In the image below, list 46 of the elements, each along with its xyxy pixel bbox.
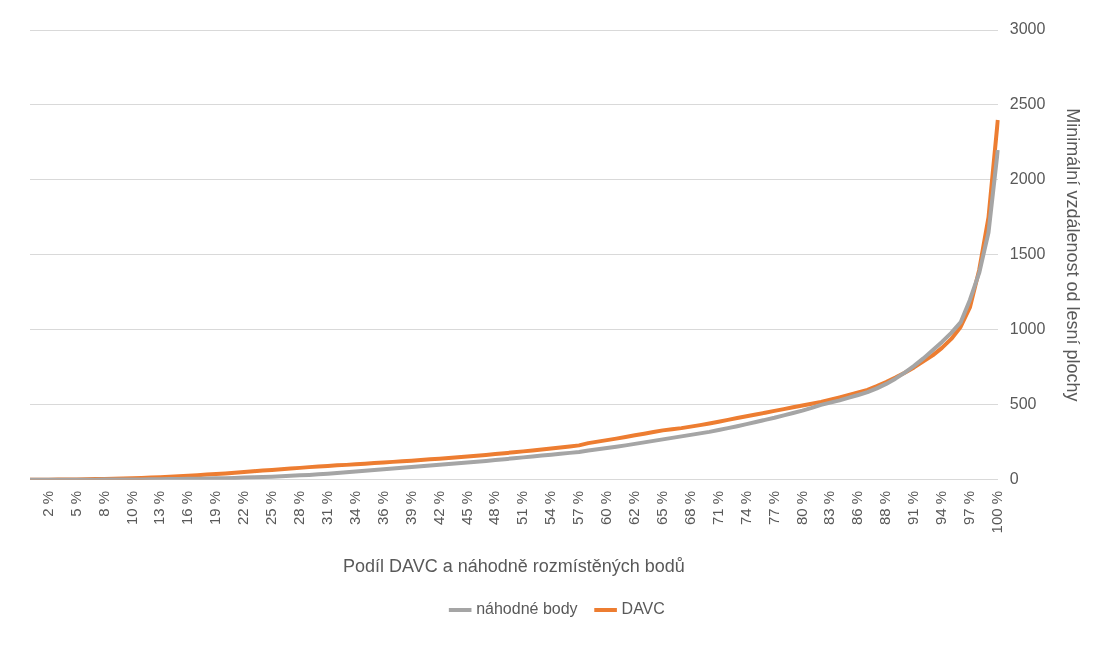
x-tick-label: 22 % bbox=[234, 490, 252, 526]
x-tick-label: 5 % bbox=[66, 490, 84, 517]
x-tick-label: 86 % bbox=[848, 490, 866, 526]
x-tick-label: 80 % bbox=[792, 490, 810, 526]
legend-label: náhodné body bbox=[476, 600, 578, 618]
y-axis-title: Minimální vzdálenost od lesní plochy bbox=[1063, 108, 1084, 402]
x-tick-label: 94 % bbox=[932, 490, 950, 526]
x-tick-label: 100 % bbox=[987, 490, 1005, 534]
x-tick-label: 91 % bbox=[904, 490, 922, 526]
x-tick-label: 97 % bbox=[960, 490, 978, 526]
x-tick-label: 36 % bbox=[373, 490, 391, 526]
y-tick-label: 0 bbox=[1009, 470, 1019, 488]
x-tick-label: 83 % bbox=[820, 490, 838, 526]
x-tick-label: 34 % bbox=[345, 490, 363, 526]
x-tick-label: 54 % bbox=[541, 490, 559, 526]
x-tick-label: 74 % bbox=[736, 490, 754, 526]
x-tick-label: 45 % bbox=[457, 490, 475, 526]
x-tick-label: 77 % bbox=[764, 490, 782, 526]
x-axis-title: Podíl DAVC a náhodně rozmístěných bodů bbox=[342, 556, 685, 577]
x-tick-label: 51 % bbox=[513, 490, 531, 526]
x-tick-label: 8 % bbox=[94, 490, 112, 517]
x-tick-label: 62 % bbox=[625, 490, 643, 526]
x-tick-label: 48 % bbox=[485, 490, 503, 526]
y-tick-label: 2500 bbox=[1009, 95, 1046, 113]
x-tick-label: 65 % bbox=[652, 490, 670, 526]
x-tick-label: 42 % bbox=[429, 490, 447, 526]
y-tick-label: 500 bbox=[1009, 395, 1037, 413]
x-tick-label: 31 % bbox=[317, 490, 335, 526]
x-tick-label: 39 % bbox=[401, 490, 419, 526]
x-tick-label: 10 % bbox=[122, 490, 140, 526]
x-tick-label: 88 % bbox=[876, 490, 894, 526]
y-tick-label: 1000 bbox=[1009, 320, 1046, 338]
x-tick-label: 25 % bbox=[262, 490, 280, 526]
x-tick-label: 71 % bbox=[708, 490, 726, 526]
x-tick-label: 13 % bbox=[150, 490, 168, 526]
x-tick-label: 60 % bbox=[597, 490, 615, 526]
x-tick-label: 19 % bbox=[206, 490, 224, 526]
x-tick-label: 28 % bbox=[290, 490, 308, 526]
y-tick-label: 2000 bbox=[1009, 170, 1046, 188]
x-tick-label: 2 % bbox=[38, 490, 56, 517]
legend-label: DAVC bbox=[621, 600, 665, 618]
x-tick-label: 16 % bbox=[178, 490, 196, 526]
y-tick-label: 1500 bbox=[1009, 245, 1046, 263]
x-tick-label: 57 % bbox=[569, 490, 587, 526]
x-tick-label: 68 % bbox=[680, 490, 698, 526]
y-tick-label: 3000 bbox=[1009, 20, 1046, 38]
